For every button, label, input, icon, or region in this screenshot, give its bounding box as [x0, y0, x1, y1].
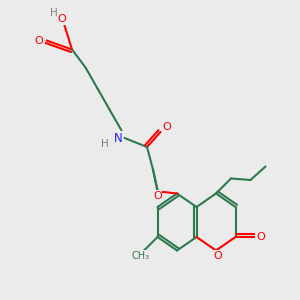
Text: O: O — [162, 122, 171, 133]
Text: N: N — [114, 131, 123, 145]
Text: CH₃: CH₃ — [132, 251, 150, 261]
Text: H: H — [101, 139, 109, 149]
Text: O: O — [57, 14, 66, 25]
Text: O: O — [213, 251, 222, 261]
Text: O: O — [256, 232, 265, 242]
Text: O: O — [34, 35, 43, 46]
Text: O: O — [153, 190, 162, 201]
Text: H: H — [50, 8, 58, 19]
